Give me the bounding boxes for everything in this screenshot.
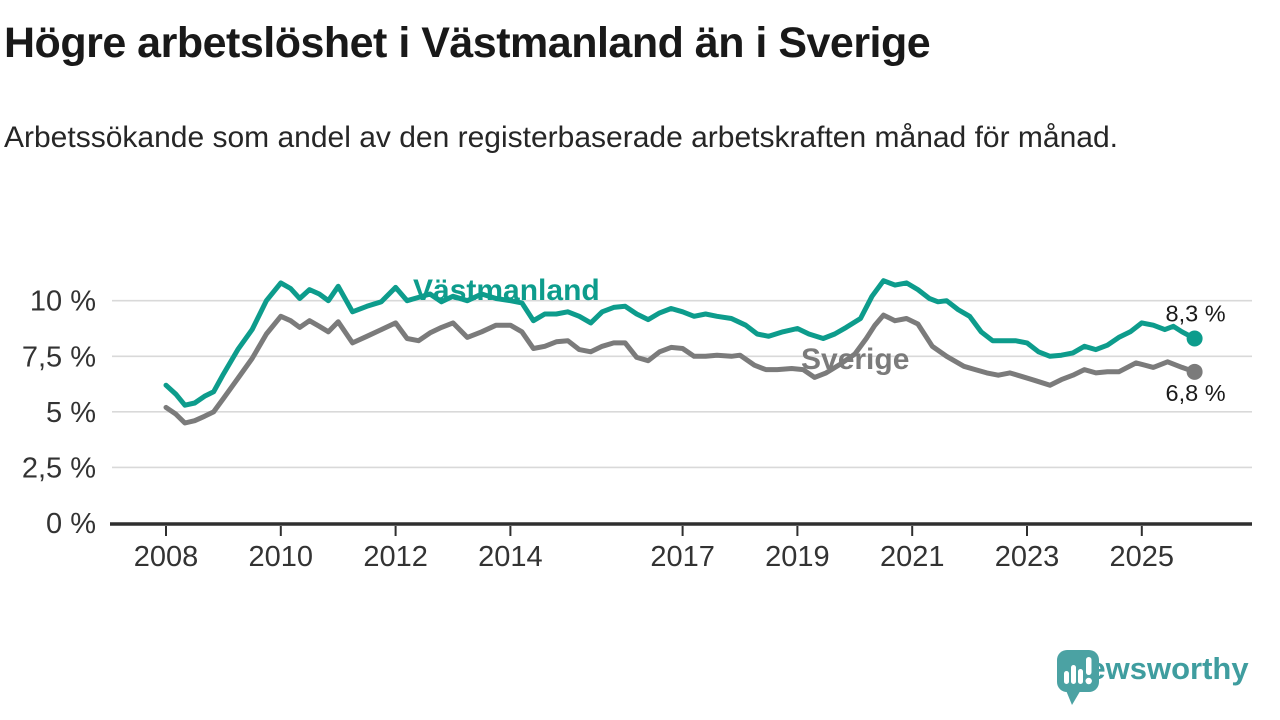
x-axis-tick-label: 2008: [134, 541, 199, 573]
x-axis-tick-label: 2012: [363, 541, 428, 573]
x-axis-tick-label: 2021: [880, 541, 945, 573]
speech-bubble-chart-icon: [1057, 650, 1099, 705]
series-line-sverige: [163, 312, 1198, 426]
series-name-label-västmanland: Västmanland: [413, 274, 600, 307]
page-title: Högre arbetslöshet i Västmanland än i Sv…: [4, 19, 931, 67]
x-axis-tick-label: 2017: [650, 541, 715, 573]
y-axis-tick-label: 10 %: [30, 286, 96, 318]
x-axis-tick-label: 2014: [478, 541, 543, 573]
newsworthy-logo: Newsworthy: [1056, 648, 1249, 708]
series-end-value-label: 8,3 %: [1166, 300, 1226, 326]
x-axis-tick-label: 2023: [995, 541, 1060, 573]
chart-subtitle: Arbetssökande som andel av den registerb…: [4, 121, 1118, 154]
y-axis-tick-label: 2,5 %: [22, 452, 96, 484]
x-axis-tick-label: 2025: [1110, 541, 1175, 573]
series-line-västmanland: [163, 278, 1198, 408]
series-end-value-label: 6,8 %: [1166, 380, 1226, 406]
series-end-dot-västmanland: [1186, 330, 1203, 347]
y-axis-tick-label: 0 %: [46, 508, 96, 540]
series-name-label-sverige: Sverige: [801, 343, 909, 376]
x-axis-tick-label: 2019: [765, 541, 830, 573]
y-axis-tick-label: 5 %: [46, 397, 96, 429]
y-axis-tick-label: 7,5 %: [22, 341, 96, 373]
series-end-dot-sverige: [1186, 363, 1203, 380]
x-axis-tick-label: 2010: [249, 541, 314, 573]
